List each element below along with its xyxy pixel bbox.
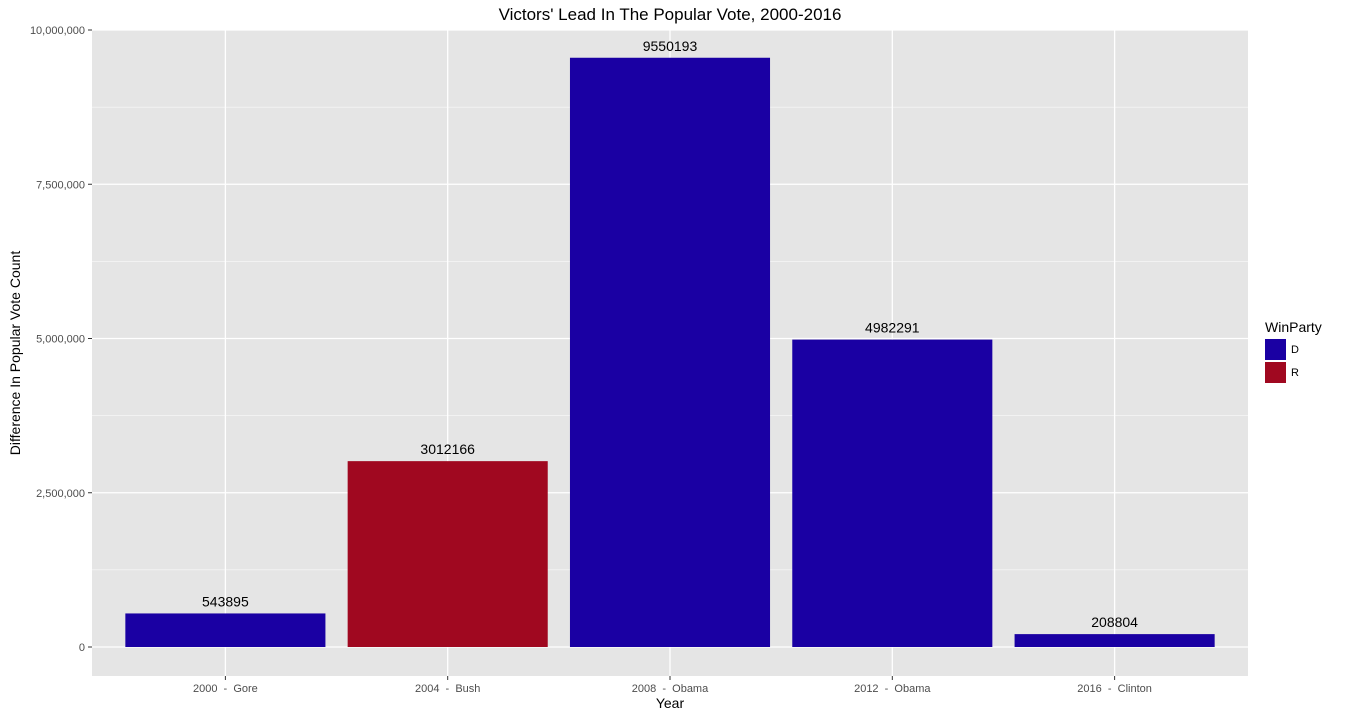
x-axis-ticks: 2000 - Gore 2004 - Bush 2008 - Obama 2012 -… <box>193 676 1152 695</box>
legend-label: D <box>1291 344 1299 356</box>
bar <box>569 57 771 647</box>
y-tick-label: 10,000,000 <box>30 25 85 37</box>
bars <box>125 57 1215 647</box>
legend-title: WinParty <box>1265 319 1322 335</box>
y-tick-label: 2,500,000 <box>36 488 85 500</box>
legend: WinParty DR <box>1265 319 1322 383</box>
y-axis-ticks: 0 2,500,000 5,000,000 7,500,000 10,000,000 <box>30 25 92 654</box>
bar-value-label: 543895 <box>202 593 249 609</box>
legend-swatch <box>1265 339 1286 360</box>
legend-swatch <box>1265 362 1286 383</box>
bar <box>125 613 326 647</box>
x-tick-label: 2004 - Bush <box>415 683 480 695</box>
x-tick-label: 2008 - Obama <box>632 683 709 695</box>
bar-value-label: 3012166 <box>420 441 475 457</box>
bar-value-label: 4982291 <box>865 320 920 336</box>
x-axis-title: Year <box>656 695 685 711</box>
x-tick-label: 2016 - Clinton <box>1077 683 1152 695</box>
y-tick-label: 0 <box>79 642 85 654</box>
bar <box>792 339 993 647</box>
legend-label: R <box>1291 367 1299 379</box>
bar-value-label: 208804 <box>1091 614 1138 630</box>
chart-title: Victors' Lead In The Popular Vote, 2000-… <box>499 5 842 24</box>
bar-value-labels: 543895 3012166 9550193 4982291 208804 <box>202 38 1138 630</box>
bar-value-label: 9550193 <box>643 38 698 54</box>
y-tick-label: 7,500,000 <box>36 179 85 191</box>
y-tick-label: 5,000,000 <box>36 334 85 346</box>
bar <box>1014 634 1215 647</box>
x-tick-label: 2000 - Gore <box>193 683 258 695</box>
x-tick-label: 2012 - Obama <box>854 683 931 695</box>
y-axis-title: Difference In Popular Vote Count <box>7 251 23 456</box>
bar <box>347 461 548 647</box>
